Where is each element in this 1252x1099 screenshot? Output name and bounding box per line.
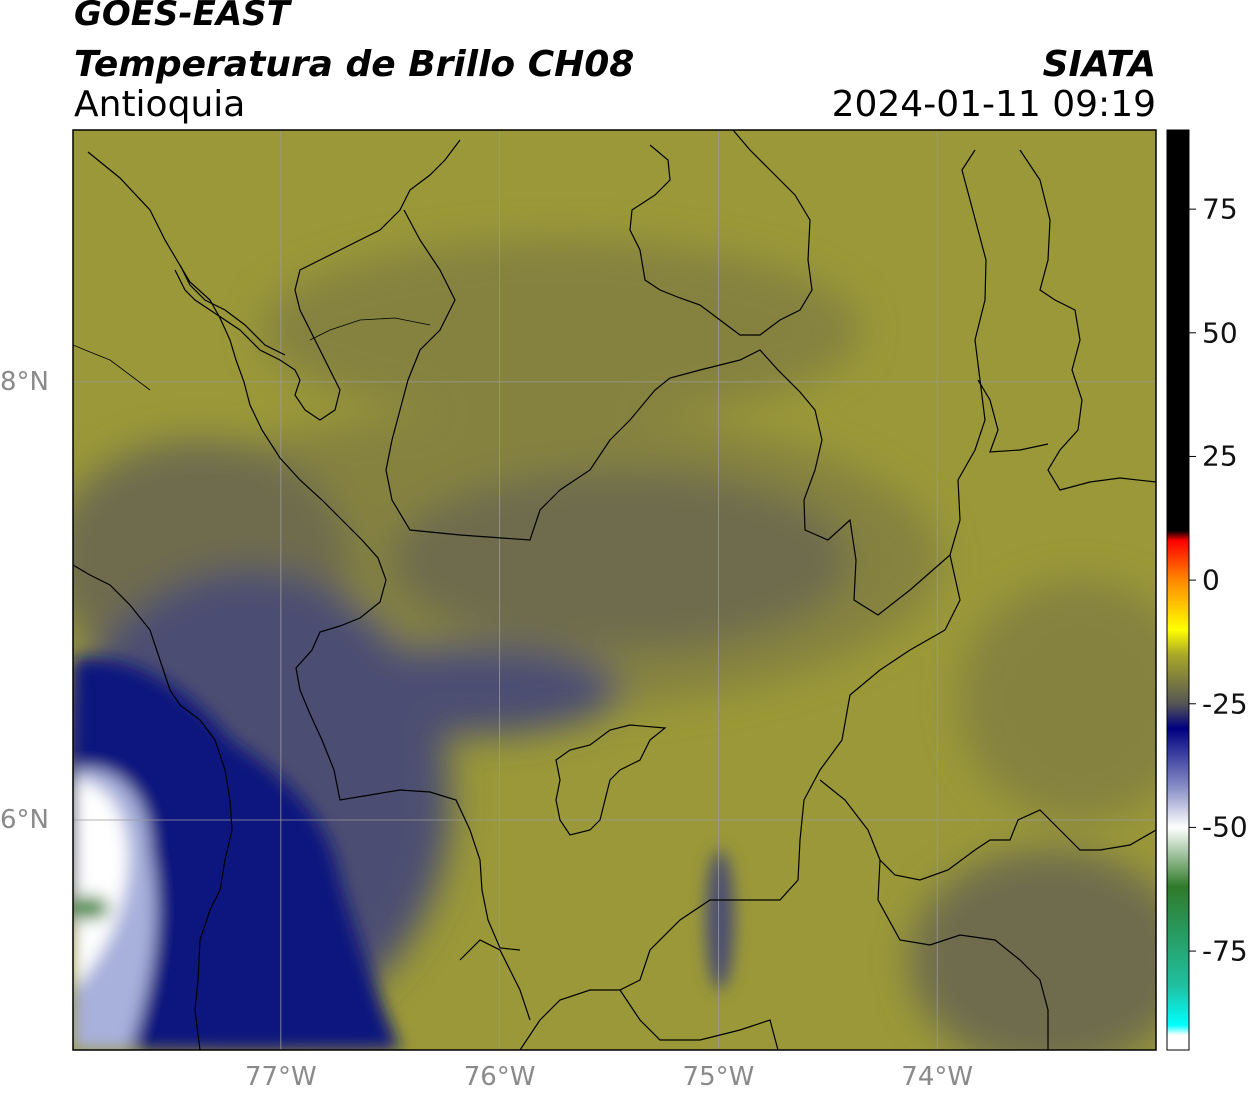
- border-central: [385, 149, 987, 616]
- border-se-inner: [877, 859, 1049, 1050]
- brightness-temperature-field: [73, 130, 1156, 1050]
- rivers: [73, 317, 431, 391]
- region-label: Antioquia: [74, 84, 246, 125]
- border-southeast: [819, 779, 1156, 881]
- border-south-west: [459, 939, 531, 1021]
- longitude-label: 75°W: [682, 1062, 755, 1092]
- colorbar-frame: [1166, 129, 1190, 1051]
- river-atrato-delta: [309, 317, 431, 341]
- border-west: [87, 151, 521, 951]
- colorbar-ticks: [1189, 208, 1196, 952]
- latitude-label: 8°N: [0, 366, 49, 397]
- colorbar-tick-label: 25: [1202, 439, 1238, 473]
- river-north-west: [73, 344, 151, 391]
- satellite-title: GOES-EAST: [74, 0, 290, 34]
- navy-cloud: [73, 658, 400, 1050]
- coastline-caribbean: [174, 139, 461, 421]
- colorbar-tick-label: 0: [1202, 563, 1220, 597]
- organization-label: SIATA: [1042, 44, 1156, 85]
- longitude-label: 77°W: [244, 1062, 317, 1092]
- product-title: Temperatura de Brillo CH08: [74, 44, 635, 85]
- longitude-label: 74°W: [901, 1062, 974, 1092]
- coastline-gulf: [179, 264, 286, 356]
- map-frame: [72, 129, 1157, 1051]
- graticule: [73, 130, 1156, 1050]
- colorbar: [1166, 129, 1196, 1051]
- border-ne-inner: [977, 379, 1049, 453]
- colorbar-tick-label: -25: [1202, 687, 1248, 721]
- olive-band: [260, 240, 860, 420]
- green-cold-spot: [73, 896, 110, 920]
- slate-streak: [706, 850, 734, 990]
- border-enclave: [555, 724, 667, 836]
- border-east-south: [519, 554, 961, 1050]
- gray-olive-core: [390, 470, 850, 650]
- border-northeast: [1019, 149, 1156, 491]
- east-olive: [960, 580, 1156, 820]
- white-cloud-core: [73, 780, 129, 990]
- timestamp-label: 2024-01-11 09:19: [831, 84, 1156, 125]
- border-north: [629, 130, 813, 336]
- colorbar-tick-label: 50: [1202, 316, 1238, 350]
- colorbar-tick-label: 75: [1202, 192, 1238, 226]
- boundaries: [73, 130, 1156, 1050]
- colorbar-ramp: [1167, 130, 1189, 1050]
- colorbar-tick-label: -75: [1202, 934, 1248, 968]
- border-south: [619, 989, 779, 1050]
- cold-cloud-tops: [73, 658, 734, 1050]
- longitude-label: 76°W: [463, 1062, 536, 1092]
- southeast-gray: [910, 850, 1156, 1050]
- colorbar-tick-label: -50: [1202, 810, 1248, 844]
- latitude-label: 6°N: [0, 805, 49, 835]
- coastline-pacific: [73, 564, 233, 1050]
